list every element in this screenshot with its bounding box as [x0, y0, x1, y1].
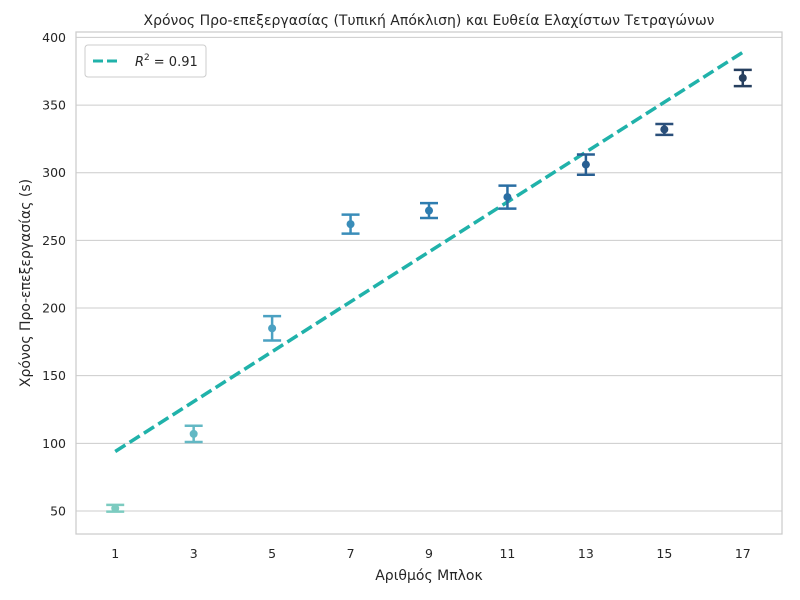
plot-frame	[75, 31, 783, 535]
data-point	[425, 206, 433, 215]
error-bar-point	[576, 153, 595, 177]
data-point	[581, 160, 590, 169]
data-point	[660, 125, 669, 134]
data-point	[268, 324, 277, 333]
y-tick-labels: 50 100 150 200 250 300 350 400	[42, 30, 66, 519]
legend-box	[84, 44, 207, 78]
data-point	[346, 220, 355, 229]
y-tick-label: 100	[42, 436, 66, 451]
error-bar-point	[655, 122, 674, 137]
x-tick-labels: 1 3 5 7 9 11 13 15 17	[111, 546, 750, 561]
y-tick-label: 250	[42, 233, 66, 248]
error-bar-point	[341, 213, 360, 235]
data-point	[503, 193, 512, 202]
data-point	[111, 504, 120, 513]
legend-r-exponent: 2	[144, 53, 150, 63]
x-tick-label: 11	[499, 546, 515, 561]
y-tick-label: 200	[42, 301, 66, 316]
x-tick-label: 7	[347, 546, 355, 561]
data-point	[738, 74, 747, 83]
y-tick-label: 400	[42, 30, 66, 45]
fit-line-layer	[114, 50, 744, 453]
x-tick-label: 15	[656, 546, 672, 561]
y-tick-label: 300	[42, 165, 66, 180]
data-point	[189, 429, 198, 438]
x-tick-label: 5	[268, 546, 276, 561]
x-axis-label: Αριθμός Μπλοκ	[375, 568, 483, 584]
legend-r-value: = 0.91	[154, 55, 198, 70]
error-bar-point	[184, 424, 203, 444]
x-tick-label: 13	[578, 546, 594, 561]
x-tick-label: 1	[111, 546, 119, 561]
y-tick-label: 150	[42, 368, 66, 383]
x-tick-label: 17	[735, 546, 751, 561]
chart-title: Χρόνος Προ-επεξεργασίας (Τυπική Απόκλιση…	[143, 13, 714, 29]
y-tick-label: 350	[42, 98, 66, 113]
x-tick-label: 9	[425, 546, 433, 561]
data-points-layer	[106, 68, 752, 513]
grid-lines	[76, 36, 782, 512]
y-axis-label: Χρόνος Προ-επεξεργασίας (s)	[18, 179, 34, 387]
legend-r-symbol: R	[135, 55, 144, 70]
plot-background	[76, 32, 782, 534]
error-bar-point	[420, 201, 438, 220]
fit-line	[114, 50, 744, 453]
legend-label: R2 = 0.91	[135, 53, 198, 70]
x-tick-label: 3	[190, 546, 198, 561]
error-bar-point	[263, 314, 282, 342]
y-tick-label: 50	[50, 503, 66, 518]
error-bar-point	[733, 68, 752, 88]
legend: R2 = 0.91	[84, 44, 207, 78]
error-bar-point	[498, 184, 517, 210]
error-bar-point	[106, 503, 125, 513]
